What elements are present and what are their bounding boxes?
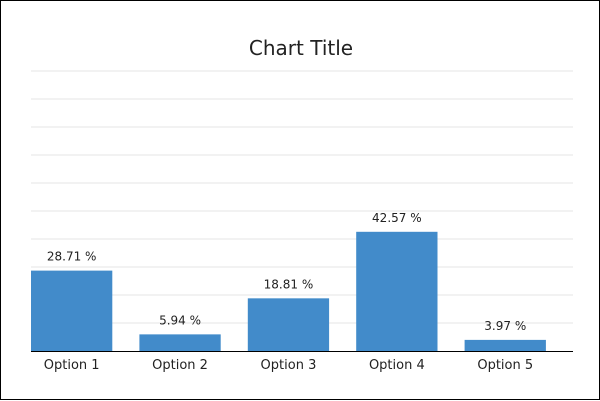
x-tick-label-4: Option 4 bbox=[369, 358, 425, 373]
bar-1 bbox=[31, 270, 113, 351]
x-tick-label-5: Option 5 bbox=[477, 358, 533, 373]
bar-4 bbox=[356, 231, 438, 351]
data-label-4: 42.57 % bbox=[372, 211, 422, 225]
x-tick-label-3: Option 3 bbox=[261, 358, 317, 373]
data-label-2: 5.94 % bbox=[159, 313, 201, 327]
chart-title: Chart Title bbox=[249, 36, 353, 60]
data-label-1: 28.71 % bbox=[47, 250, 97, 264]
x-tick-labels: Option 1 Option 2 Option 3 Option 4 Option 5 bbox=[44, 358, 533, 373]
data-label-5: 3.97 % bbox=[484, 319, 526, 333]
data-labels: 28.71 % 5.94 % 18.81 % 42.57 % 3.97 % bbox=[47, 211, 526, 333]
bar-3 bbox=[247, 298, 330, 351]
bar-2 bbox=[139, 334, 221, 351]
data-label-3: 18.81 % bbox=[264, 277, 314, 291]
bars bbox=[31, 231, 546, 351]
x-tick-label-1: Option 1 bbox=[44, 358, 100, 373]
x-tick-label-2: Option 2 bbox=[152, 358, 208, 373]
gridlines bbox=[31, 70, 573, 324]
bar-5 bbox=[464, 339, 546, 351]
